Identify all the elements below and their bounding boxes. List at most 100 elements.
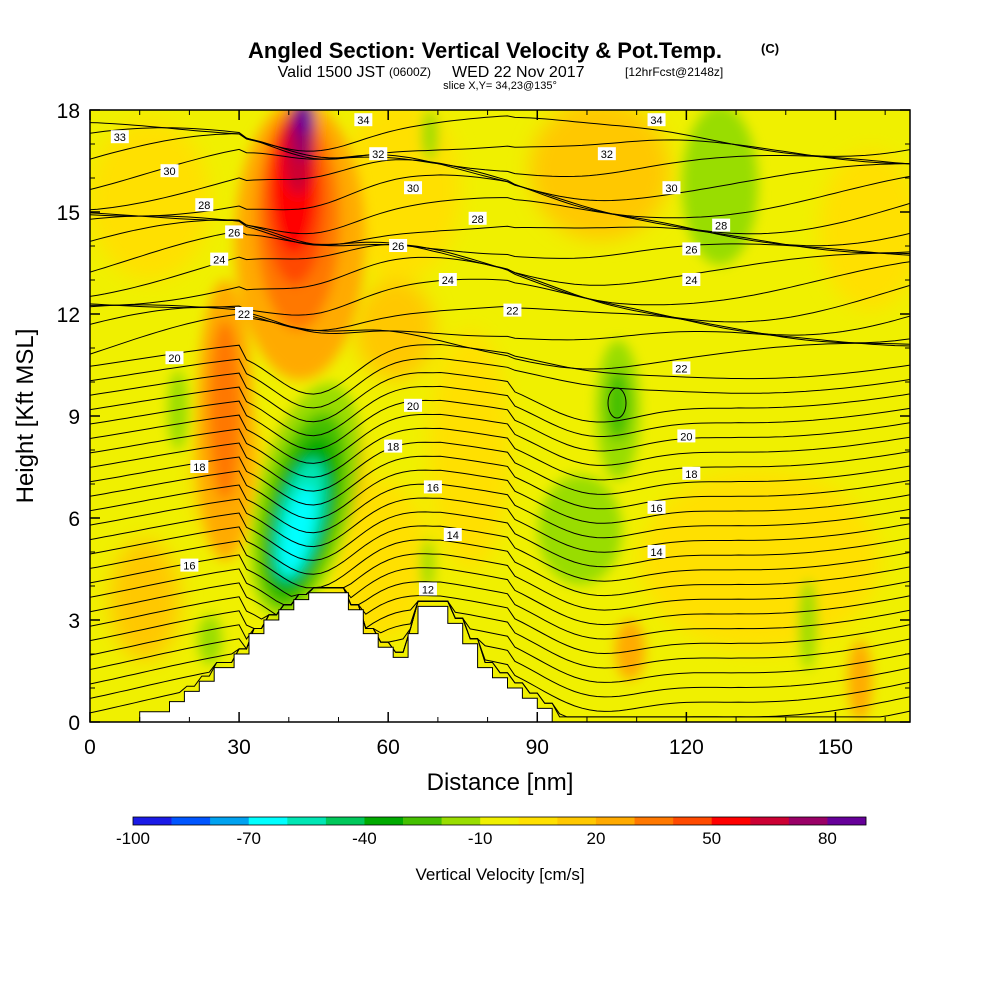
colorbar-swatch (403, 817, 442, 825)
colorbar-tick-label: -10 (468, 829, 493, 848)
slice-info: slice X,Y= 34,23@135° (443, 80, 557, 92)
y-tick-label: 9 (68, 406, 80, 429)
downdraft-region (800, 580, 816, 670)
x-tick-label: 120 (669, 736, 704, 759)
svg-text:12: 12 (422, 584, 434, 596)
y-axis-label: Height [Kft MSL] (12, 329, 39, 504)
svg-text:22: 22 (238, 309, 250, 321)
isentrope-line (90, 469, 910, 524)
svg-text:26: 26 (228, 227, 240, 239)
svg-text:30: 30 (407, 183, 419, 195)
updraft-core (296, 110, 314, 134)
isentrope-line (90, 385, 910, 437)
svg-text:24: 24 (213, 255, 225, 267)
colorbar-tick-label: 50 (702, 829, 721, 848)
utc-time: (0600Z) (389, 65, 431, 79)
isentrope-line (90, 587, 910, 698)
colorbar-swatch (518, 817, 558, 825)
svg-text:32: 32 (601, 149, 613, 161)
contour-label: 32 (597, 147, 616, 161)
isentrope-line (90, 587, 910, 683)
isentrope-line (90, 357, 910, 409)
colorbar-swatch (595, 817, 635, 825)
forecast-info: [12hrFcst@2148z] (625, 65, 723, 79)
downdraft-region (682, 110, 758, 265)
svg-text:16: 16 (427, 482, 439, 494)
contour-label: 24 (682, 273, 701, 287)
x-tick-label: 60 (377, 736, 400, 759)
isentrope-line (90, 587, 910, 718)
svg-text:34: 34 (650, 115, 662, 127)
svg-text:16: 16 (183, 561, 195, 573)
downdraft-region (198, 615, 222, 665)
isentrope-line (90, 215, 910, 254)
contour-label: 34 (647, 113, 666, 127)
colorbar-swatch (634, 817, 674, 825)
contour-label: 28 (195, 198, 214, 212)
updraft-region (640, 470, 880, 650)
x-tick-label: 90 (526, 736, 549, 759)
colorbar-label: Vertical Velocity [cm/s] (415, 865, 584, 884)
contour-label: 24 (210, 252, 229, 267)
colorbar-tick-label: -40 (352, 829, 377, 848)
svg-text:14: 14 (650, 547, 662, 559)
svg-text:26: 26 (685, 244, 697, 256)
isentrope-line (90, 174, 910, 235)
x-tick-label: 30 (227, 736, 250, 759)
contour-labels: 34 33 32 30 30 28 28 26 26 24 24 22 22 20 20 18 18 16 16 14… (110, 113, 731, 596)
contour-label: 26 (225, 225, 244, 239)
updraft-region (615, 620, 645, 680)
downdraft-region (422, 540, 434, 590)
contour-label: 33 (110, 130, 129, 144)
svg-text:16: 16 (650, 503, 662, 515)
contour-label: 22 (235, 307, 254, 321)
updraft-region (820, 150, 910, 310)
colorbar-tick-label: 20 (586, 829, 605, 848)
colorbar-swatch (750, 817, 790, 825)
isentrope-line (90, 127, 910, 165)
contour-label: 14 (647, 545, 666, 559)
colorbar-swatch (248, 817, 288, 825)
x-tick-label: 150 (818, 736, 853, 759)
isentrope-line (90, 525, 910, 582)
contour-label: 14 (443, 528, 462, 542)
isentrope-line (90, 159, 910, 219)
svg-text:18: 18 (193, 462, 205, 474)
contour-label: 20 (677, 429, 696, 443)
isentrope-line (90, 587, 910, 669)
updraft-column (209, 320, 241, 500)
svg-text:18: 18 (387, 442, 399, 454)
contour-label: 20 (165, 351, 184, 365)
terrain (90, 592, 910, 722)
colorbar-swatch (557, 817, 597, 825)
y-tick-label: 0 (68, 712, 80, 735)
chart-title: Angled Section: Vertical Velocity & Pot.… (248, 38, 722, 63)
isentrope-line (90, 304, 910, 344)
y-tick-label: 12 (57, 304, 80, 327)
isentrope-line (90, 497, 910, 553)
contour-label: 28 (468, 211, 487, 226)
colorbar-swatch (788, 817, 828, 825)
svg-text:20: 20 (168, 353, 180, 365)
isentrope-line (90, 278, 910, 336)
svg-text:22: 22 (506, 306, 518, 318)
isentrope-line (90, 587, 910, 655)
colorbar-swatch (441, 817, 481, 825)
contour-label: 16 (423, 480, 442, 494)
svg-text:32: 32 (372, 149, 384, 161)
svg-text:33: 33 (114, 132, 126, 144)
isentrope-line (90, 371, 910, 423)
isentrope-line (90, 483, 910, 539)
plot-area: 34 33 32 30 30 28 28 26 26 24 24 22 22 20 20 18 18 16 16 14… (90, 110, 910, 722)
colorbar-swatch (480, 817, 520, 825)
contour-label: 26 (682, 242, 701, 256)
copyright-mark: (C) (761, 41, 779, 56)
valid-date: WED 22 Nov 2017 (452, 64, 585, 81)
downdraft-region (423, 110, 437, 160)
svg-text:20: 20 (680, 431, 692, 443)
updraft-region (430, 330, 510, 570)
isentrope-line (90, 511, 910, 568)
isentrope-line (90, 343, 910, 395)
isentrope-line (90, 197, 910, 247)
